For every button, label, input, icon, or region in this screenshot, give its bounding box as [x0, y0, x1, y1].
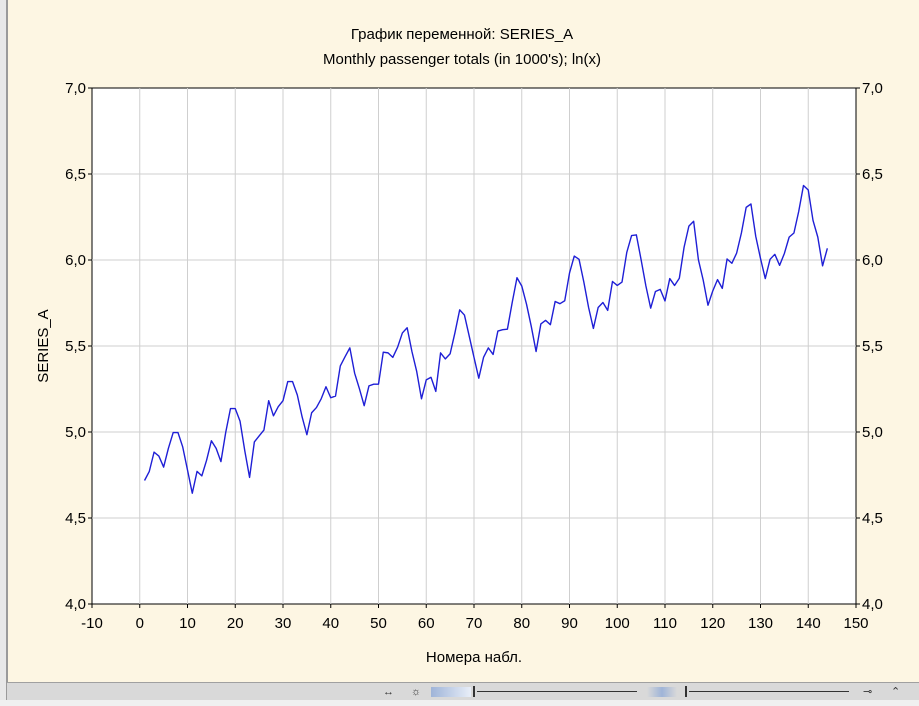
line-chart: График переменной: SERIES_A Monthly pass… — [35, 26, 883, 666]
x-tick-label: 140 — [796, 615, 821, 632]
y-tick-label-left: 4,5 — [65, 510, 86, 527]
pan-icon[interactable]: ↔ — [383, 686, 394, 698]
zoom-icon[interactable]: ☼ — [411, 686, 422, 698]
x-tick-label: 130 — [748, 615, 773, 632]
y-tick-label-right: 4,0 — [862, 596, 883, 613]
chart-window: График переменной: SERIES_A Monthly pass… — [7, 0, 919, 682]
x-tick-label: 50 — [370, 615, 387, 632]
y-tick-label-left: 5,0 — [65, 424, 86, 441]
series-layer — [143, 184, 829, 494]
y-tick-label-left: 6,0 — [65, 252, 86, 269]
dot-indicator — [647, 687, 677, 697]
x-tick-label: -10 — [81, 615, 103, 632]
y-tick-label-right: 4,5 — [862, 510, 883, 527]
slider-track-2[interactable] — [689, 691, 849, 692]
x-tick-label: 40 — [322, 615, 339, 632]
y-tick-label-left: 7,0 — [65, 80, 86, 97]
x-axis-label: Номера набл. — [426, 649, 522, 666]
x-tick-label: 120 — [700, 615, 725, 632]
x-tick-label: 30 — [275, 615, 292, 632]
y-tick-label-right: 5,5 — [862, 338, 883, 355]
series-line — [143, 184, 829, 494]
left-window-edge — [0, 0, 7, 706]
x-tick-label: 60 — [418, 615, 435, 632]
chart-title: График переменной: SERIES_A — [351, 26, 573, 43]
y-tick-label-right: 6,5 — [862, 166, 883, 183]
slider-handle-1[interactable] — [473, 686, 475, 697]
slider-handle-2[interactable] — [685, 686, 687, 697]
x-tick-label: 90 — [561, 615, 578, 632]
y-tick-label-left: 6,5 — [65, 166, 86, 183]
x-tick-label: 110 — [653, 615, 677, 632]
x-tick-label: 10 — [179, 615, 196, 632]
y-tick-label-right: 7,0 — [862, 80, 883, 97]
x-tick-label: 150 — [843, 615, 868, 632]
x-tick-label: 70 — [466, 615, 483, 632]
x-tick-label: 20 — [227, 615, 244, 632]
x-tick-label: 100 — [605, 615, 630, 632]
y-tick-label-right: 5,0 — [862, 424, 883, 441]
x-tick-label: 80 — [513, 615, 530, 632]
y-tick-label-right: 6,0 — [862, 252, 883, 269]
grid-lines — [92, 88, 856, 604]
y-tick-label-left: 4,0 — [65, 596, 86, 613]
chart-subtitle: Monthly passenger totals (in 1000's); ln… — [323, 51, 601, 68]
bottom-edge — [0, 700, 919, 706]
x-tick-label: 0 — [136, 615, 144, 632]
y-tick-label-left: 5,5 — [65, 338, 86, 355]
pin-icon[interactable]: ⊸ — [863, 686, 873, 698]
color-bar[interactable] — [431, 687, 471, 697]
y-axis-label: SERIES_A — [35, 309, 52, 382]
axis-ticks: -10 0 10 20 30 40 50 60 70 80 90 100 110 120 130 140 150… — [65, 80, 883, 632]
collapse-icon[interactable]: ⌃ — [891, 686, 901, 698]
slider-track-1[interactable] — [477, 691, 637, 692]
status-bar: ↔ ☼ ⊸ ⌃ — [7, 682, 919, 701]
